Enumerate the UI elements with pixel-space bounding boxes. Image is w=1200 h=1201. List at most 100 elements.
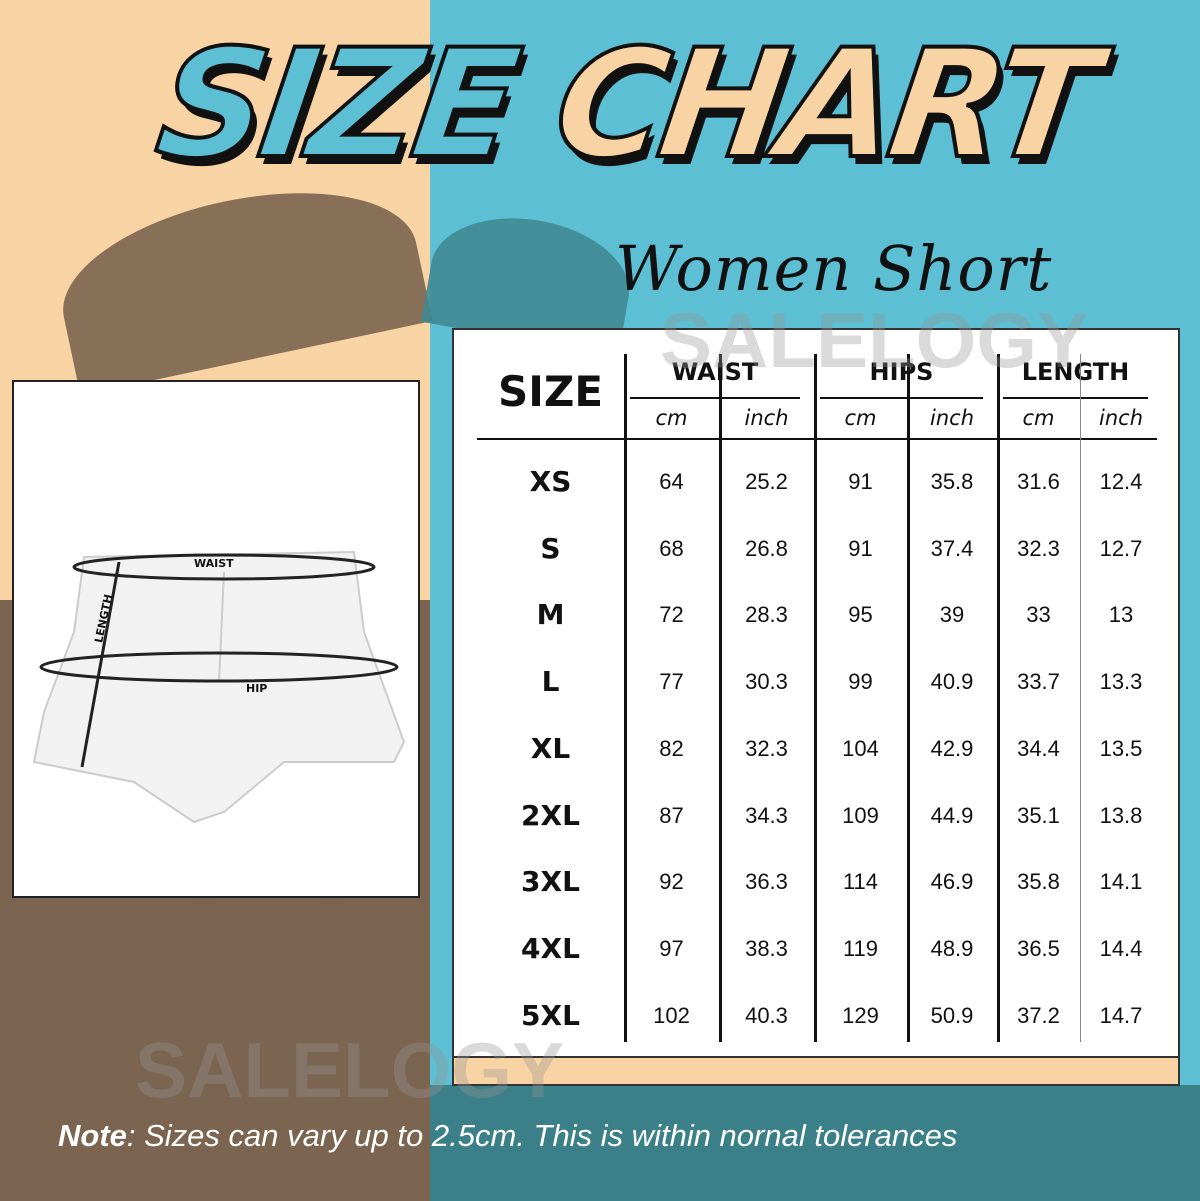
table-cell: 48.9: [930, 935, 974, 961]
unit-header: inch: [930, 406, 974, 430]
table-cell: 46.9: [930, 869, 974, 895]
watermark: SALELOGY: [135, 1026, 565, 1114]
shorts-diagram: WAIST LENGTH HIP: [12, 380, 420, 898]
table-cell: 33.7: [1017, 669, 1060, 695]
subtitle: Women Short: [615, 232, 1053, 305]
table-cell: 33: [1026, 602, 1051, 628]
waist-label: WAIST: [194, 557, 234, 570]
table-cell: 129: [842, 1002, 879, 1028]
table-cell: 14.4: [1099, 935, 1143, 961]
table-cell: 34.4: [1017, 735, 1060, 761]
hip-line: [39, 651, 399, 683]
table-cell: 72: [659, 602, 684, 628]
table-cell: 13.3: [1099, 669, 1143, 695]
table-cell: 13: [1108, 602, 1134, 628]
column-divider: [1080, 354, 1081, 1042]
table-cell: 31.6: [1017, 469, 1060, 494]
table-cell: 36.5: [1017, 935, 1060, 961]
table-cell: 40.9: [930, 669, 974, 695]
unit-header: cm: [655, 406, 688, 430]
size-label: XL: [530, 731, 571, 765]
background-dark-teal: [430, 1085, 1200, 1201]
size-label: 2XL: [521, 798, 580, 832]
watermark: SALELOGY: [660, 296, 1090, 384]
column-divider: [719, 354, 722, 1042]
table-cell: 104: [842, 735, 879, 761]
table-cell: 32.3: [1017, 535, 1060, 561]
table-cell: 82: [659, 735, 684, 761]
table-cell: 14.7: [1099, 1002, 1143, 1028]
table-footer-band: [452, 1058, 1180, 1086]
table-cell: 50.9: [930, 1002, 974, 1028]
table-cell: 64: [659, 469, 684, 494]
table-cell: 28.3: [745, 602, 788, 628]
table-cell: 37.4: [930, 535, 974, 561]
unit-header: cm: [844, 406, 877, 430]
table-cell: 114: [842, 869, 879, 895]
table-cell: 38.3: [745, 935, 788, 961]
table-cell: 91: [848, 469, 873, 494]
column-divider: [624, 354, 627, 1042]
size-label: 4XL: [521, 931, 580, 965]
table-cell: 25.2: [745, 469, 788, 494]
waist-line: [72, 553, 376, 581]
table-cell: 77: [659, 669, 684, 695]
title-chart: CHART: [543, 16, 1104, 194]
table-cell: 68: [659, 535, 684, 561]
table-cell: 42.9: [930, 735, 974, 761]
group-underline: [820, 397, 983, 399]
table-cell: 119: [842, 935, 879, 961]
page-title: SIZE CHART: [146, 16, 1105, 194]
header-divider: [477, 438, 1157, 440]
table-cell: 99: [848, 669, 873, 695]
table-cell: 30.3: [745, 669, 788, 695]
group-header-waist: WAIST: [671, 358, 759, 386]
size-label: XS: [529, 465, 572, 498]
column-divider: [907, 354, 910, 1042]
table-cell: 35.8: [930, 469, 974, 494]
table-cell: 40.3: [745, 1002, 788, 1028]
size-label: 5XL: [521, 998, 580, 1032]
column-divider: [814, 354, 817, 1042]
group-header-hips: HIPS: [869, 358, 934, 386]
note-label: Note: [58, 1118, 127, 1153]
length-arrow: [80, 561, 121, 768]
column-divider: [997, 354, 1000, 1042]
unit-header: inch: [744, 406, 789, 430]
table-cell: 35.8: [1017, 869, 1060, 895]
table-cell: 35.1: [1017, 802, 1060, 828]
unit-header: inch: [1099, 406, 1143, 430]
size-table: SIZE WAIST HIPS LENGTH cm inch cm inch cm inch XS 6…: [452, 328, 1180, 1058]
group-underline: [630, 397, 800, 399]
table-cell: 12.7: [1099, 535, 1143, 561]
table-cell: 95: [848, 602, 873, 628]
table-cell: 36.3: [745, 869, 788, 895]
size-label: M: [536, 598, 565, 632]
table-cell: 13.8: [1099, 802, 1143, 828]
table-cell: 102: [653, 1002, 690, 1028]
unit-header: cm: [1022, 406, 1055, 430]
table-cell: 14.1: [1099, 869, 1143, 895]
table-cell: 34.3: [745, 802, 788, 828]
size-label: 3XL: [521, 865, 580, 899]
table-cell: 109: [842, 802, 879, 828]
note-text: : Sizes can vary up to 2.5cm. This is wi…: [126, 1118, 958, 1153]
table-cell: 37.2: [1017, 1002, 1060, 1028]
size-label: S: [540, 531, 561, 565]
table-cell: 91: [848, 535, 873, 561]
table-cell: 87: [659, 802, 684, 828]
size-label: L: [541, 665, 560, 699]
hip-label: HIP: [246, 682, 268, 695]
size-header: SIZE: [497, 367, 604, 416]
table-cell: 92: [659, 869, 684, 895]
table-cell: 44.9: [930, 802, 974, 828]
table-cell: 26.8: [745, 535, 788, 561]
table-cell: 32.3: [745, 735, 788, 761]
title-size: SIZE: [146, 16, 526, 194]
shorts-illustration: [32, 550, 406, 824]
table-cell: 97: [659, 935, 684, 961]
group-underline: [1003, 397, 1148, 399]
table-cell: 39: [939, 602, 965, 628]
group-header-length: LENGTH: [1021, 358, 1130, 386]
table-cell: 12.4: [1099, 469, 1143, 494]
